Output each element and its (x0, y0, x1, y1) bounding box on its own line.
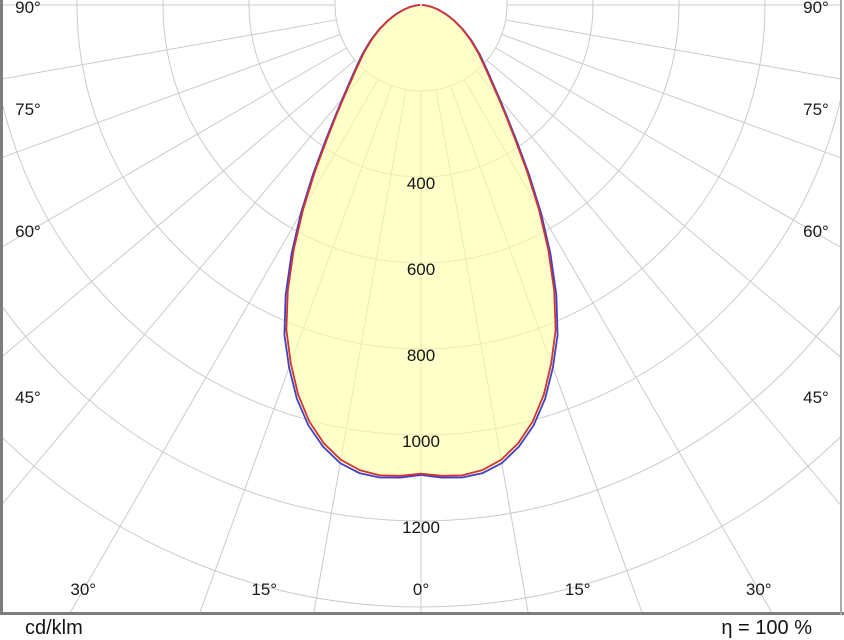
angle-tick-right-60: 60° (803, 221, 829, 241)
angle-tick-right-45: 45° (803, 388, 829, 407)
angle-tick-left-45: 45° (15, 388, 41, 407)
grid-radial-80 (505, 19, 840, 80)
grid-radial-40 (475, 70, 840, 506)
grid-radial--80 (3, 19, 337, 80)
angle-tick-bottom-15: 15° (251, 580, 278, 599)
angle-tick-left-60: 60° (15, 221, 41, 241)
plot-frame-bottom (0, 612, 844, 615)
grid-radial--50 (3, 59, 356, 357)
grid-radial--30 (69, 79, 379, 612)
angle-tick-bottom-0: 0° (412, 580, 430, 599)
angle-tick-bottom-30: 30° (70, 580, 97, 599)
efficiency-label: η = 100 % (721, 617, 812, 639)
grid-radial-70 (501, 33, 840, 159)
intensity-tick-600: 600 (406, 260, 436, 279)
angle-tick-right-90: 90° (803, 0, 829, 17)
intensity-tick-1000: 1000 (402, 432, 440, 451)
grid-radial-60 (495, 47, 840, 248)
angle-tick-bottom-15: 15° (564, 580, 591, 599)
intensity-tick-1200: 1200 (402, 518, 440, 537)
beam-fill (284, 5, 558, 478)
plot-frame-left (0, 0, 3, 615)
grid-radial-30 (463, 79, 773, 612)
grid-radial--70 (3, 33, 341, 158)
intensity-tick-400: 400 (406, 174, 436, 193)
plot-frame-right (840, 0, 842, 615)
angle-tick-bottom-30: 30° (745, 580, 772, 599)
grid-radial--60 (3, 47, 347, 247)
radial-unit-label: cd/klm (25, 617, 83, 639)
grid-radial-50 (486, 59, 840, 358)
red-curve (285, 4, 557, 477)
grid-radial--40 (3, 70, 367, 504)
angle-tick-left-90: 90° (15, 0, 41, 17)
angle-tick-right-75: 75° (803, 100, 829, 120)
intensity-tick-800: 800 (406, 346, 436, 365)
angle-tick-left-75: 75° (15, 100, 41, 120)
